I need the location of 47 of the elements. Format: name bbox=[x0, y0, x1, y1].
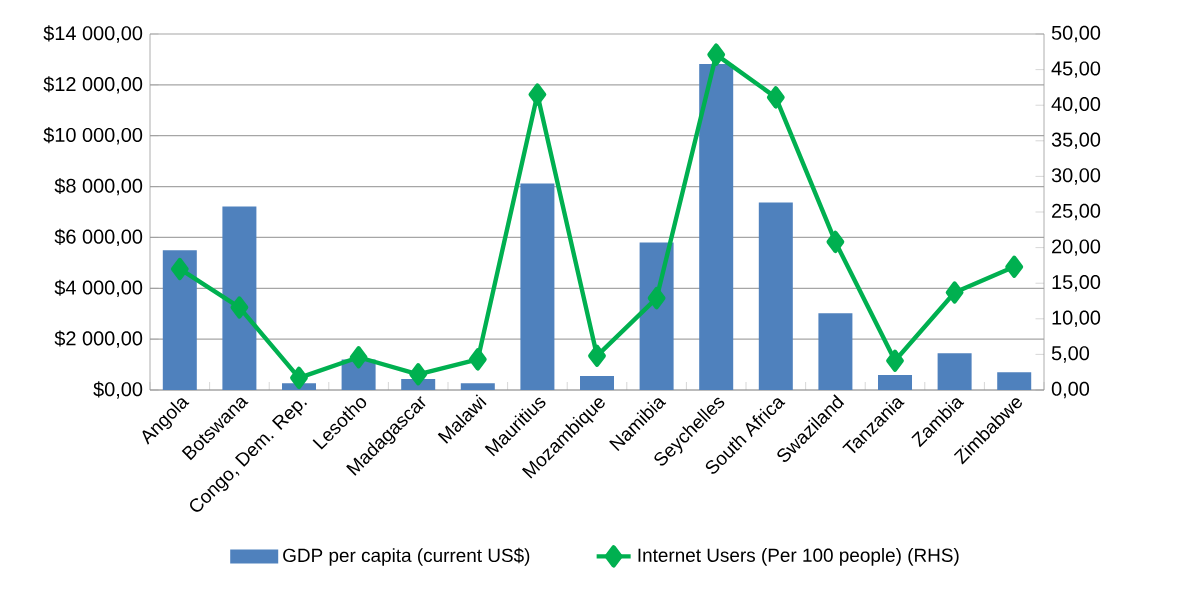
y2-tick-label: 35,00 bbox=[1051, 132, 1101, 150]
point bbox=[230, 296, 249, 319]
point bbox=[409, 363, 428, 386]
y-tick-label: $4 000,00 bbox=[54, 279, 143, 297]
point bbox=[647, 287, 666, 310]
bar bbox=[699, 64, 734, 390]
y-tick-label: $14 000,00 bbox=[43, 25, 143, 43]
y2-tick-label: 15,00 bbox=[1052, 274, 1101, 292]
point bbox=[349, 346, 368, 369]
point bbox=[826, 230, 845, 254]
legend-label: GDP per capita (current US$) bbox=[283, 547, 530, 566]
bar bbox=[818, 313, 853, 390]
bar bbox=[878, 375, 913, 390]
y2-tick-label: 5,00 bbox=[1051, 346, 1090, 363]
bar bbox=[997, 372, 1032, 390]
y-tick-label: $8 000,00 bbox=[54, 177, 143, 196]
y-tick-label: $0,00 bbox=[93, 381, 143, 399]
y2-tick-label: 40,00 bbox=[1051, 96, 1101, 114]
point bbox=[766, 86, 785, 109]
y2-tick-label: 20,00 bbox=[1052, 239, 1101, 256]
y-tick-label: $10 000,00 bbox=[43, 127, 143, 145]
bar bbox=[937, 353, 972, 390]
y2-tick-label: 25,00 bbox=[1052, 203, 1101, 221]
point bbox=[528, 83, 547, 106]
point bbox=[588, 344, 606, 367]
y2-tick-label: 10,00 bbox=[1052, 310, 1101, 328]
point bbox=[1005, 255, 1024, 278]
bar bbox=[460, 383, 495, 390]
bar bbox=[580, 376, 615, 390]
bar bbox=[520, 183, 555, 390]
bar bbox=[222, 206, 257, 390]
point bbox=[468, 348, 487, 371]
y2-tick-label: 0,00 bbox=[1051, 381, 1090, 399]
y-tick-label: $6 000,00 bbox=[54, 228, 143, 247]
point bbox=[945, 281, 964, 304]
point bbox=[290, 366, 308, 390]
point bbox=[707, 43, 726, 66]
point bbox=[886, 349, 904, 372]
legend-label: Internet Users (Per 100 people) (RHS) bbox=[638, 548, 959, 566]
y-tick-label: $2 000,00 bbox=[54, 330, 143, 348]
point bbox=[170, 257, 189, 281]
y2-tick-label: 45,00 bbox=[1051, 61, 1101, 78]
y2-tick-label: 50,00 bbox=[1051, 25, 1101, 43]
bar bbox=[758, 202, 793, 390]
y2-tick-label: 30,00 bbox=[1051, 168, 1101, 185]
y-tick-label: $12 000,00 bbox=[43, 76, 143, 94]
bar bbox=[162, 250, 197, 390]
